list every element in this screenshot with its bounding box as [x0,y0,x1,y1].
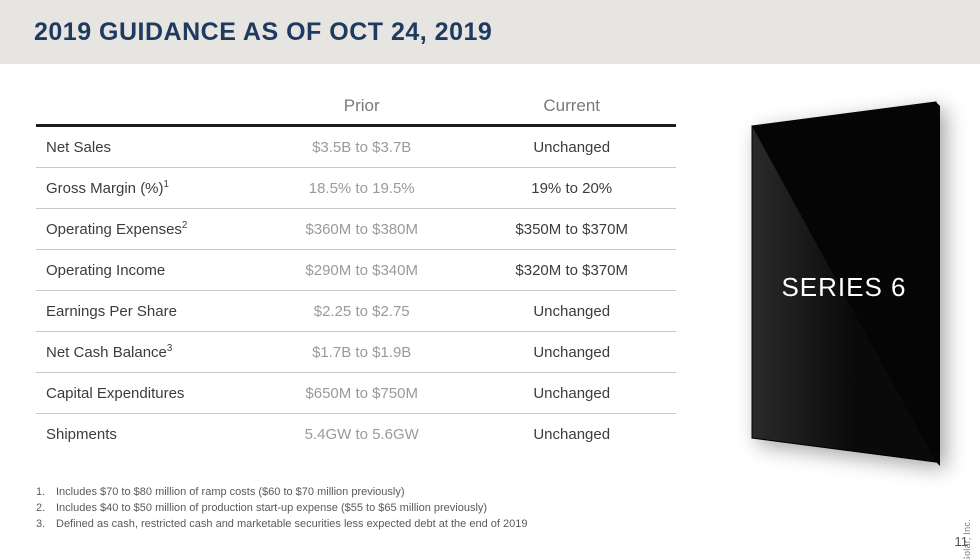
table-row: Net Cash Balance3 $1.7B to $1.9B Unchang… [36,332,676,373]
current-cell: Unchanged [467,332,676,373]
table-row: Operating Income $290M to $340M $320M to… [36,250,676,291]
metric-cell: Gross Margin (%)1 [36,168,256,209]
footnote: 3.Defined as cash, restricted cash and m… [36,517,676,533]
slide-root: 2019 GUIDANCE AS OF OCT 24, 2019 Prior C… [0,0,980,559]
metric-cell: Net Sales [36,126,256,168]
col-metric [36,90,256,126]
prior-cell: $290M to $340M [256,250,467,291]
table-row: Net Sales $3.5B to $3.7B Unchanged [36,126,676,168]
header-bar: 2019 GUIDANCE AS OF OCT 24, 2019 [0,0,980,64]
current-cell: $350M to $370M [467,209,676,250]
current-cell: Unchanged [467,414,676,455]
panel-label: SERIES 6 [781,272,906,302]
table-row: Earnings Per Share $2.25 to $2.75 Unchan… [36,291,676,332]
table-row: Operating Expenses2 $360M to $380M $350M… [36,209,676,250]
col-current: Current [467,90,676,126]
current-cell: 19% to 20% [467,168,676,209]
prior-cell: 5.4GW to 5.6GW [256,414,467,455]
prior-cell: $3.5B to $3.7B [256,126,467,168]
table-row: Gross Margin (%)1 18.5% to 19.5% 19% to … [36,168,676,209]
prior-cell: $2.25 to $2.75 [256,291,467,332]
current-cell: Unchanged [467,126,676,168]
guidance-content: Prior Current Net Sales $3.5B to $3.7B U… [36,90,676,454]
metric-cell: Net Cash Balance3 [36,332,256,373]
footnote: 2.Includes $40 to $50 million of product… [36,501,676,517]
metric-cell: Operating Expenses2 [36,209,256,250]
panel-icon: SERIES 6 [740,96,940,468]
footnote: 1.Includes $70 to $80 million of ramp co… [36,485,676,501]
page-title: 2019 GUIDANCE AS OF OCT 24, 2019 [34,18,492,47]
prior-cell: $360M to $380M [256,209,467,250]
metric-cell: Shipments [36,414,256,455]
metric-cell: Capital Expenditures [36,373,256,414]
series6-panel-image: SERIES 6 [740,96,940,468]
col-prior: Prior [256,90,467,126]
metric-cell: Earnings Per Share [36,291,256,332]
prior-cell: 18.5% to 19.5% [256,168,467,209]
prior-cell: $1.7B to $1.9B [256,332,467,373]
prior-cell: $650M to $750M [256,373,467,414]
current-cell: Unchanged [467,373,676,414]
page-number: 11 [955,534,969,549]
current-cell: Unchanged [467,291,676,332]
table-row: Capital Expenditures $650M to $750M Unch… [36,373,676,414]
metric-cell: Operating Income [36,250,256,291]
footnotes: 1.Includes $70 to $80 million of ramp co… [36,485,676,533]
table-header-row: Prior Current [36,90,676,126]
table-body: Net Sales $3.5B to $3.7B Unchanged Gross… [36,126,676,455]
current-cell: $320M to $370M [467,250,676,291]
guidance-table: Prior Current Net Sales $3.5B to $3.7B U… [36,90,676,454]
table-row: Shipments 5.4GW to 5.6GW Unchanged [36,414,676,455]
